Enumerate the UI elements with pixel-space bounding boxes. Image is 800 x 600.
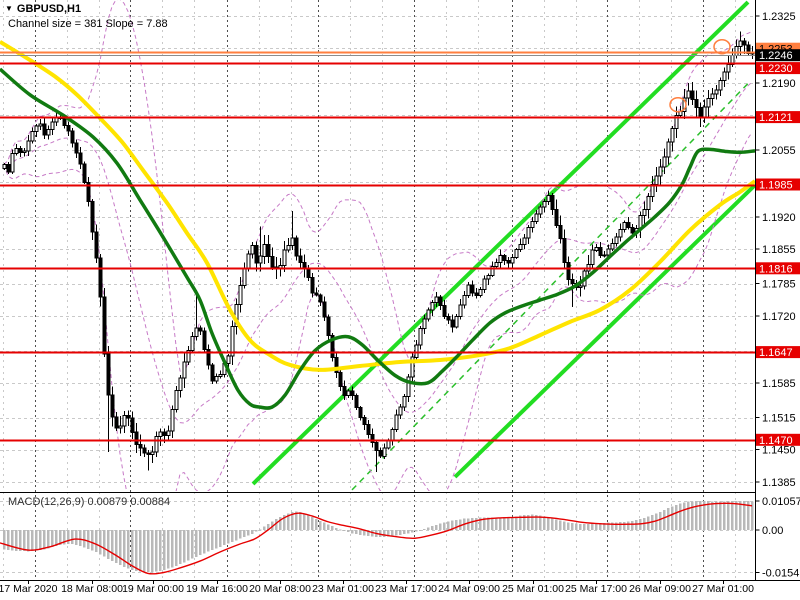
symbol-label-row: ▼ GBPUSD,H1 xyxy=(5,3,81,15)
macd-indicator-label: MACD(12,26,9) 0.00879 0.00884 xyxy=(8,496,170,508)
symbol-timeframe-label: GBPUSD,H1 xyxy=(16,3,82,15)
svg-text:1.2246: 1.2246 xyxy=(759,50,793,62)
level-badge-1.1647: 1.1647 xyxy=(756,346,800,359)
time-label: 18 Mar 08:00 xyxy=(61,583,123,595)
price-tick-1.1385: 1.1385 xyxy=(762,477,796,489)
time-axis[interactable]: 17 Mar 2020 18 Mar 08:00 19 Mar 00:00 19 Ma… xyxy=(0,581,754,595)
price-tick-1.2055: 1.2055 xyxy=(762,145,796,157)
level-badge-1.1985: 1.1985 xyxy=(756,178,800,192)
svg-text:1.2230: 1.2230 xyxy=(759,63,793,75)
channel-lower-line xyxy=(453,183,755,479)
macd-name: MACD(12,26,9) xyxy=(8,496,85,508)
time-label: 24 Mar 09:00 xyxy=(438,583,500,595)
price-tick-1.1855: 1.1855 xyxy=(762,244,796,256)
macd-main-value: 0.00879 xyxy=(87,496,128,508)
orange-circle-annotation-2 xyxy=(713,38,731,55)
time-label: 17 Mar 2020 xyxy=(0,583,58,595)
price-levels xyxy=(0,51,755,442)
time-label: 23 Mar 17:00 xyxy=(375,583,437,595)
price-tick-1.1785: 1.1785 xyxy=(762,279,796,291)
level-badge-1.2121: 1.2121 xyxy=(756,111,800,124)
orange-circle-annotation-1 xyxy=(669,96,687,113)
macd-panel xyxy=(0,500,754,575)
level-badge-1.1816: 1.1816 xyxy=(756,262,800,275)
svg-text:1.2121: 1.2121 xyxy=(759,112,793,124)
candles xyxy=(2,31,755,472)
time-label: 19 Mar 00:00 xyxy=(122,583,184,595)
time-label: 25 Mar 01:00 xyxy=(502,583,564,595)
time-label: 19 Mar 16:00 xyxy=(186,583,248,595)
price-axis[interactable]: 1.2325 1.2190 1.2055 1.1920 1.1855 1.1785 1.17… xyxy=(755,11,800,579)
channel-mid-line xyxy=(351,80,751,491)
time-label: 20 Mar 08:00 xyxy=(249,583,311,595)
macd-histogram xyxy=(3,500,754,573)
level-badge-1.1470: 1.1470 xyxy=(756,433,800,447)
current-price-badge: 1.2246 xyxy=(756,49,800,62)
bollinger-lower xyxy=(3,132,753,491)
macd-signal-line xyxy=(0,502,753,575)
trend-channel xyxy=(251,0,755,491)
svg-text:1.1470: 1.1470 xyxy=(759,435,793,447)
price-tick-1.1450: 1.1450 xyxy=(762,445,796,457)
svg-text:1.1816: 1.1816 xyxy=(759,263,793,275)
ma-yellow xyxy=(0,40,755,372)
price-tick-1.1920: 1.1920 xyxy=(762,212,796,224)
chevron-down-icon[interactable]: ▼ xyxy=(5,4,13,13)
macd-tick-0.01057: 0.01057 xyxy=(762,496,800,508)
bollinger-middle xyxy=(3,81,753,424)
channel-upper-line xyxy=(251,0,750,486)
time-label: 27 Mar 01:00 xyxy=(692,583,754,595)
moving-averages xyxy=(0,40,755,410)
level-badge-1.2230: 1.2230 xyxy=(756,62,800,75)
svg-text:1.1985: 1.1985 xyxy=(759,180,793,192)
price-tick-1.1515: 1.1515 xyxy=(762,413,796,425)
time-label: 23 Mar 01:00 xyxy=(312,583,374,595)
time-label: 25 Mar 17:00 xyxy=(565,583,627,595)
panel-frames xyxy=(0,0,800,581)
channel-info-label: Channel size = 381 Slope = 7.88 xyxy=(8,18,168,30)
macd-signal-value: 0.00884 xyxy=(130,496,171,508)
bollinger-bands xyxy=(3,0,753,491)
svg-text:1.1647: 1.1647 xyxy=(759,347,793,359)
ma-dark-green xyxy=(0,67,755,410)
price-tick-1.2325: 1.2325 xyxy=(762,11,796,23)
time-label: 26 Mar 09:00 xyxy=(629,583,691,595)
macd-tick-0.00: 0.00 xyxy=(762,525,783,537)
price-tick-1.1585: 1.1585 xyxy=(762,378,796,390)
price-tick-1.2190: 1.2190 xyxy=(762,78,796,90)
price-tick-1.1720: 1.1720 xyxy=(762,311,796,323)
